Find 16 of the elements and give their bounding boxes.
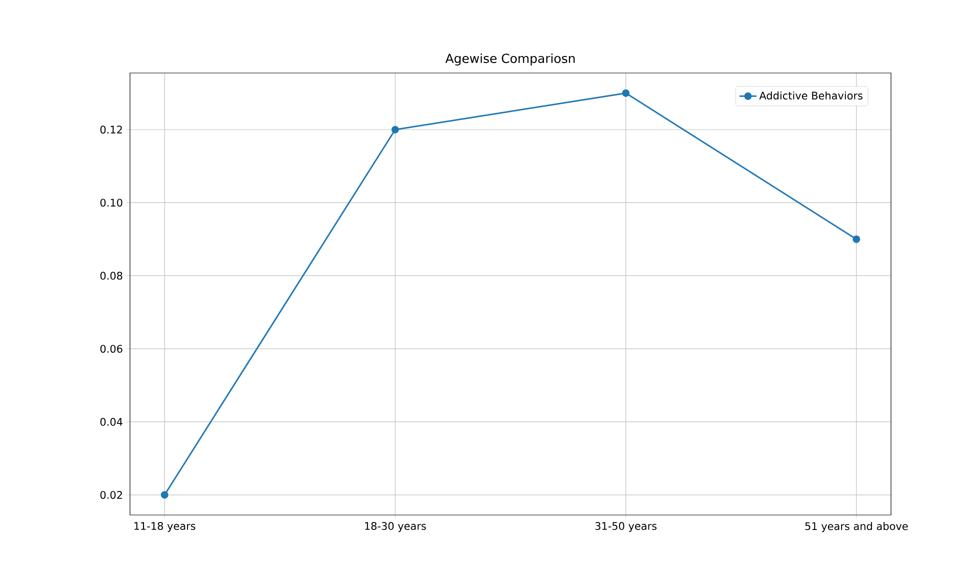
y-tick-label: 0.08 [100,272,122,280]
x-tick-label: 51 years and above [805,522,908,532]
x-tick-label: 11-18 years [134,522,196,532]
chart-title: Agewise Compariosn [445,53,575,66]
point [160,491,168,499]
x-tick-label: 31-50 years [595,522,657,532]
point [391,126,399,134]
y-tick-label: 0.12 [100,126,122,134]
x-tick-label: 18-30 years [365,522,426,532]
point [622,89,630,97]
y-tick-label: 0.10 [100,198,122,207]
point [852,235,860,243]
y-tick-label: 0.04 [100,418,122,426]
legend-label: Addictive Behaviors [759,91,862,100]
y-tick-label: 0.02 [100,490,122,499]
y-tick-label: 0.06 [100,344,122,353]
